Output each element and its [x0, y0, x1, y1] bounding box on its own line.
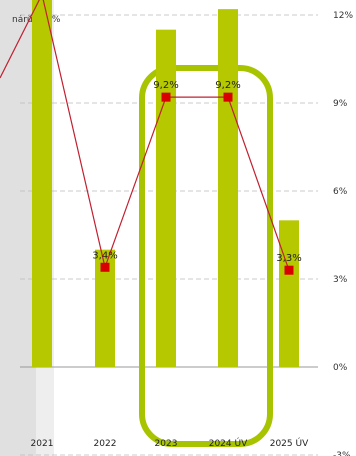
highlight-frame: [139, 65, 273, 447]
line-marker: [284, 265, 294, 275]
line-segment-incoming: [0, 0, 40, 79]
bar: [279, 220, 299, 367]
data-label: 9,2%: [215, 80, 240, 91]
y-tick-label: 3%: [333, 275, 348, 285]
data-label: 3,4%: [92, 250, 117, 261]
x-axis-labels: 2021 2022 2023 2024 ÚV 2025 ÚV: [31, 437, 310, 449]
x-axis-label: 2022: [94, 439, 117, 449]
bars: [32, 0, 299, 368]
bar: [95, 249, 115, 367]
y-tick-label: -3%: [333, 451, 351, 456]
y-tick-label: 9%: [333, 99, 348, 109]
line-marker: [161, 92, 171, 102]
x-axis-label: 2023: [155, 439, 178, 449]
bar: [32, 0, 52, 368]
y-tick-label: 0%: [333, 363, 348, 373]
x-axis-label: 2025 ÚV: [270, 437, 309, 449]
y-tick-label: 12%: [333, 11, 353, 21]
y-axis-tick-labels: -3%0%3%6%9%12%15%: [333, 11, 353, 456]
line-marker: [100, 262, 110, 272]
data-label: 3,3%: [276, 253, 301, 264]
line-markers: [100, 92, 294, 275]
highlight-frame-group: [139, 65, 273, 447]
bar: [218, 9, 238, 368]
x-axis-label: 2024 ÚV: [209, 437, 248, 449]
left-panel-shade: [0, 0, 36, 456]
line-marker: [223, 92, 233, 102]
bar: [156, 29, 176, 367]
x-axis-label: 2021: [31, 439, 54, 449]
data-labels: 12,7%3,4%9,2%9,2%3,3%: [92, 80, 301, 264]
y-tick-label: 6%: [333, 187, 348, 197]
data-label: 9,2%: [153, 80, 178, 91]
